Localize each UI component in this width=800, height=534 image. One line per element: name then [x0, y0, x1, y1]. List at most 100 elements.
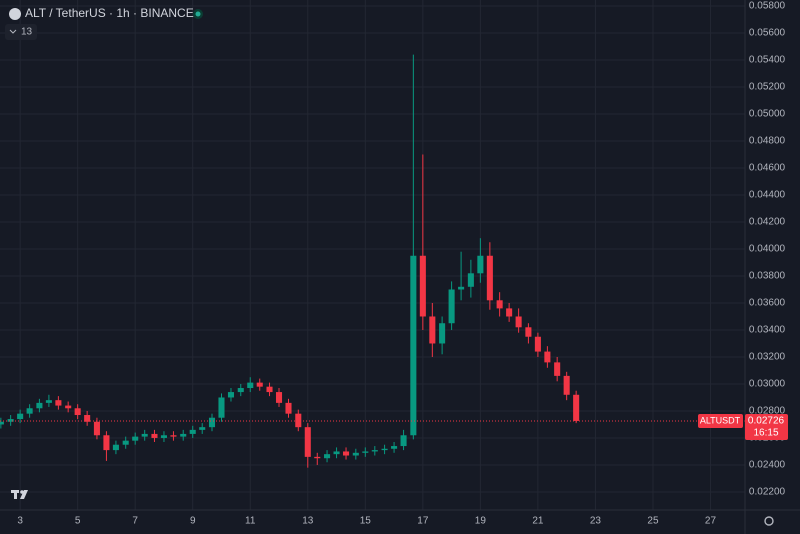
candle-body	[573, 394, 580, 421]
candle-body	[93, 421, 100, 436]
y-tick-label: 0.03800	[749, 271, 786, 282]
candle-body	[7, 419, 14, 422]
candle-body	[333, 451, 340, 455]
candle-body	[36, 402, 43, 409]
candle-body	[381, 448, 388, 451]
candle-body	[237, 388, 244, 393]
y-tick-label: 0.02200	[749, 487, 786, 498]
candle-body	[189, 429, 196, 434]
candle-body	[458, 286, 465, 290]
candle-body	[112, 444, 119, 451]
candle-body	[0, 421, 4, 425]
logo	[11, 490, 28, 499]
candle-body	[103, 435, 110, 451]
candle-body	[74, 408, 81, 416]
candle-body	[160, 435, 167, 438]
candle-body	[371, 450, 378, 452]
x-tick-label: 13	[302, 516, 314, 527]
symbol-tag-label: ALTUSDT	[700, 415, 741, 425]
y-tick-label: 0.04400	[749, 190, 786, 201]
candle-body	[218, 397, 225, 418]
candle-body	[362, 451, 369, 453]
symbol-icon[interactable]	[9, 8, 21, 20]
grid	[0, 0, 745, 510]
candle-body	[544, 351, 551, 363]
x-tick-label: 5	[75, 516, 81, 527]
y-tick-label: 0.03000	[749, 379, 786, 390]
price-tag-box	[745, 413, 788, 440]
x-tick-label: 19	[475, 516, 487, 527]
candle-body	[304, 427, 311, 457]
candle-body	[55, 400, 62, 406]
candle-body	[141, 433, 148, 437]
indicator-count: 13	[21, 27, 33, 38]
candle-body	[295, 413, 302, 428]
y-tick-label: 0.05400	[749, 55, 786, 66]
candle-body	[266, 386, 273, 393]
y-tick-label: 0.03200	[749, 352, 786, 363]
candle-body	[563, 375, 570, 395]
candle-body	[208, 417, 216, 428]
price-tag-label: 0.02726	[748, 416, 785, 427]
x-tick-label: 15	[360, 516, 372, 527]
candle-body	[448, 289, 455, 324]
x-tick-label: 9	[190, 516, 196, 527]
candle-body	[486, 255, 493, 301]
candle-body	[17, 413, 24, 420]
x-tick-label: 23	[590, 516, 602, 527]
y-tick-label: 0.04000	[749, 244, 786, 255]
candle-body	[391, 446, 398, 449]
candle-body	[170, 435, 177, 437]
candle-body	[275, 392, 283, 403]
x-tick-label: 27	[705, 516, 717, 527]
candle-body	[515, 316, 522, 328]
candle-body	[343, 451, 350, 456]
y-tick-label: 0.04600	[749, 163, 786, 174]
candle-body	[410, 255, 417, 436]
candle-body	[439, 323, 446, 344]
candle-body	[534, 336, 541, 352]
axes: 0.022000.024000.026000.028000.030000.032…	[17, 1, 785, 527]
candle-body	[506, 308, 513, 317]
candle-body	[45, 400, 52, 403]
candle-body	[84, 415, 91, 422]
y-tick-label: 0.03600	[749, 298, 786, 309]
y-tick-label: 0.02800	[749, 406, 786, 417]
candle-body	[151, 433, 158, 438]
countdown-label: 16:15	[753, 428, 778, 439]
symbol-tag	[698, 413, 743, 428]
candle-body	[26, 408, 33, 414]
status-dot	[195, 11, 201, 17]
candle-body	[400, 435, 407, 447]
candle-body	[314, 456, 321, 459]
candle-body	[324, 454, 331, 459]
candle-body	[227, 392, 235, 398]
x-tick-label: 7	[132, 516, 138, 527]
candle-body	[285, 402, 292, 414]
y-tick-label: 0.05800	[749, 1, 786, 12]
candle-body	[419, 255, 426, 317]
candle-body	[199, 427, 206, 430]
candle-body	[352, 452, 359, 456]
indicator-toggle[interactable]	[5, 24, 37, 40]
settings-icon[interactable]	[764, 516, 774, 526]
candle-body	[496, 300, 503, 309]
candle-body	[247, 382, 254, 389]
candle-body	[256, 382, 263, 387]
y-tick-label: 0.04200	[749, 217, 786, 228]
candle-body	[122, 440, 129, 445]
candle-body	[429, 316, 436, 344]
y-tick-label: 0.05600	[749, 28, 786, 39]
y-tick-label: 0.04800	[749, 136, 786, 147]
plot	[0, 54, 745, 468]
y-tick-label: 0.05000	[749, 109, 786, 120]
x-tick-label: 11	[245, 516, 256, 527]
y-tick-label: 0.02400	[749, 460, 786, 471]
x-tick-label: 21	[532, 516, 544, 527]
y-tick-label: 0.03400	[749, 325, 786, 336]
chart-title[interactable]: ALT / TetherUS · 1h · BINANCE	[25, 6, 194, 20]
candle-body	[477, 255, 484, 274]
